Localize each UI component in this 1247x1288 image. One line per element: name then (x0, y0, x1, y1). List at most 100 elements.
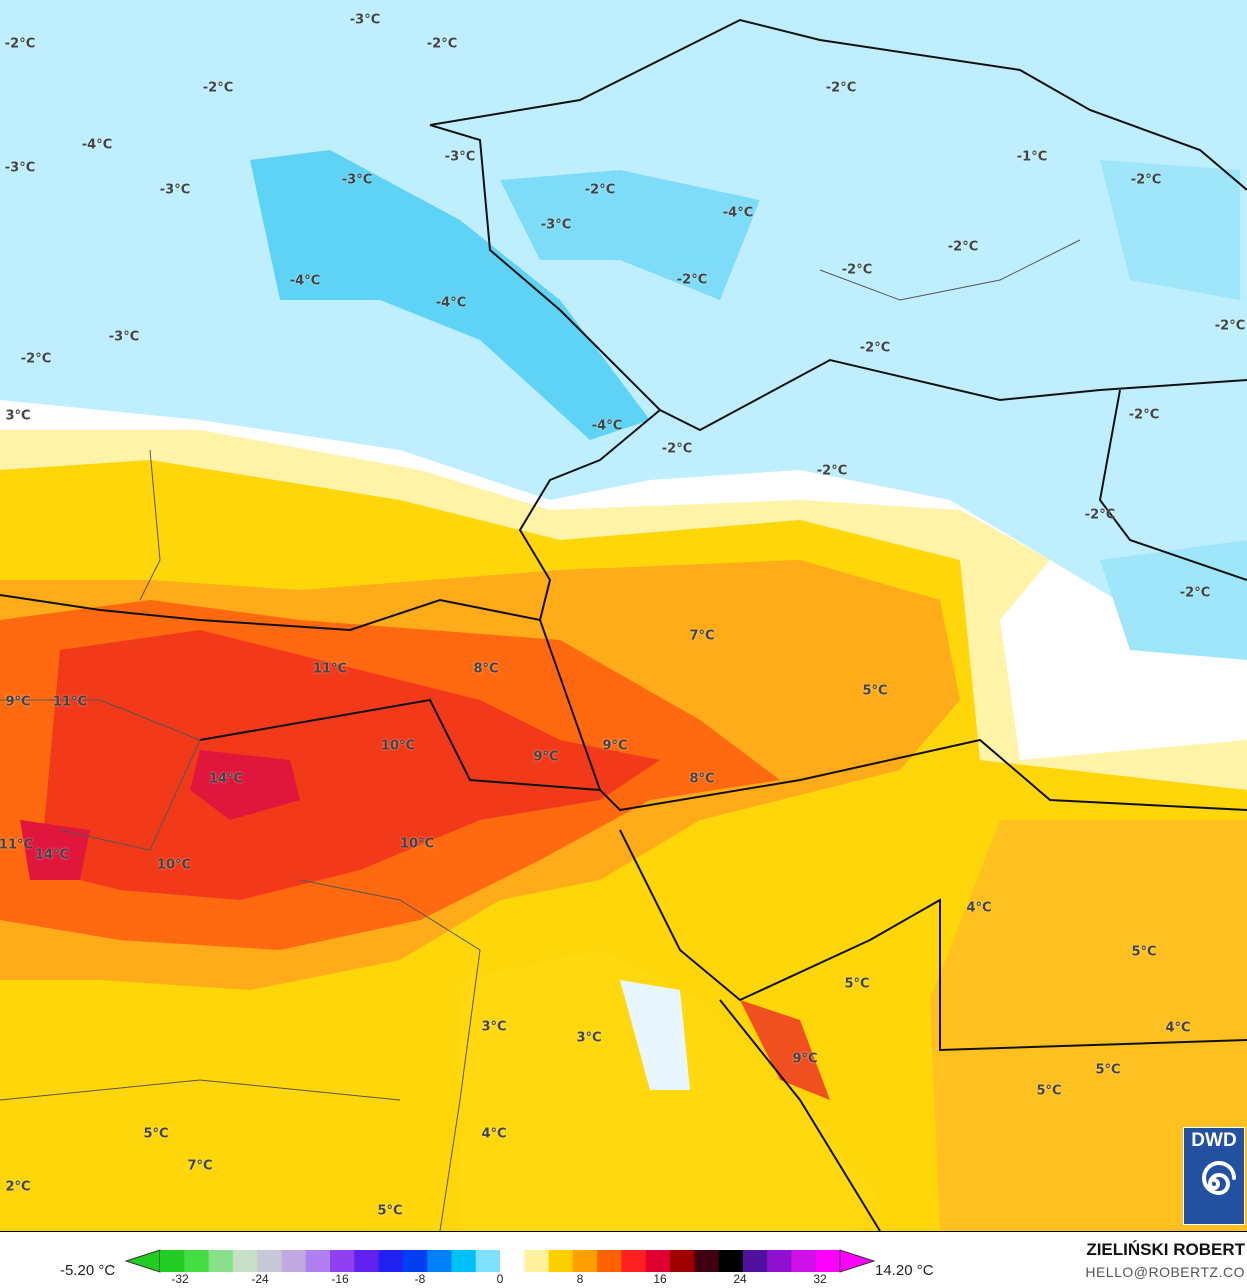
colorbar-cell (281, 1250, 307, 1272)
temperature-label: -4°C (81, 137, 113, 153)
colorbar-cell (402, 1250, 428, 1272)
temperature-label: -2°C (841, 262, 873, 278)
country-borders (0, 18, 1247, 1231)
colorbar-cell (232, 1250, 258, 1272)
temperature-label: 8°C (473, 661, 499, 677)
temperature-label: -2°C (947, 239, 979, 255)
temperature-label: 5°C (1131, 944, 1157, 960)
colorbar (124, 1249, 876, 1273)
max-value: 14.20 °C (875, 1262, 934, 1279)
dwd-logo-text: DWD (1191, 1130, 1237, 1151)
colorbar-cell (742, 1250, 768, 1272)
temperature-label: -4°C (435, 295, 467, 311)
temperature-label: 10°C (156, 857, 192, 873)
temperature-label: 4°C (481, 1126, 507, 1142)
colorbar-cell (767, 1250, 792, 1272)
colorbar-max-arrow (839, 1249, 876, 1273)
colorbar-tick: 8 (576, 1272, 584, 1286)
temperature-label: 9°C (792, 1051, 818, 1067)
colorbar-tick: 24 (733, 1272, 747, 1286)
temperature-label: -2°C (1179, 585, 1211, 601)
temperature-label: -3°C (540, 217, 572, 233)
colorbar-cell (427, 1250, 452, 1272)
colorbar-cell (645, 1250, 671, 1272)
temperature-label: 3°C (576, 1030, 602, 1046)
colorbar-cell (597, 1250, 622, 1272)
author-name: ZIELIŃSKI ROBERT (1086, 1240, 1245, 1259)
temperature-label: -2°C (426, 36, 458, 52)
temperature-label: -3°C (159, 182, 191, 198)
colorbar-tick: 16 (653, 1272, 667, 1286)
temperature-label: -2°C (20, 351, 52, 367)
adriatic-sea (460, 950, 880, 1231)
temperature-label: 14°C (208, 771, 244, 787)
colorbar-tick: -16 (331, 1272, 349, 1286)
temperature-label: 4°C (1165, 1020, 1191, 1036)
temperature-label: -4°C (591, 418, 623, 434)
colorbar-tick: 0 (496, 1272, 504, 1286)
temperature-label: -2°C (1084, 507, 1116, 523)
temperature-label: 11°C (312, 661, 348, 677)
temperature-label: 4°C (966, 900, 992, 916)
temperature-label: -2°C (825, 80, 857, 96)
colorbar-cell (670, 1250, 695, 1272)
temperature-label: -2°C (816, 463, 848, 479)
colorbar-tick: -32 (171, 1272, 189, 1286)
temperature-label: -2°C (1214, 318, 1246, 334)
colorbar-cell (500, 1250, 525, 1272)
temperature-label: 10°C (380, 738, 416, 754)
colorbar-cell (572, 1250, 598, 1272)
colorbar-cell (451, 1250, 477, 1272)
temperature-label: -3°C (4, 160, 36, 176)
colorbar-min-arrow (124, 1249, 161, 1273)
temperature-label: 9°C (602, 738, 628, 754)
temperature-label: 11°C (52, 694, 88, 710)
temperature-label: 5°C (1036, 1083, 1062, 1099)
colorbar-cell (524, 1250, 550, 1272)
color-legend: -5.20 °C -32 -24 -16 -8 0 8 16 24 32 14.20 °C ZI… (0, 1231, 1247, 1288)
colorbar-cell (718, 1250, 744, 1272)
colorbar-cell (305, 1250, 331, 1272)
temperature-label: -2°C (859, 340, 891, 356)
temperature-label: 5°C (143, 1126, 169, 1142)
temperature-label: 11°C (0, 837, 34, 853)
temperature-label: -3°C (341, 172, 373, 188)
temperature-map (0, 0, 1247, 1231)
temperature-label: 5°C (862, 683, 888, 699)
temperature-label: 5°C (377, 1203, 403, 1219)
colorbar-cell (791, 1250, 817, 1272)
colorbar-cell (378, 1250, 404, 1272)
temperature-label: -4°C (289, 273, 321, 289)
colorbar-cell (475, 1250, 501, 1272)
temperature-label: -2°C (584, 182, 616, 198)
temperature-label: 8°C (689, 771, 715, 787)
colorbar-tick: 32 (813, 1272, 827, 1286)
temperature-label: 9°C (533, 749, 559, 765)
temperature-label: -2°C (4, 36, 36, 52)
colder-patches (250, 150, 650, 440)
temperature-label: 7°C (187, 1158, 213, 1174)
temperature-label: 7°C (689, 628, 715, 644)
author-email: HELLO@ROBERTZ.CO (1085, 1264, 1245, 1280)
temperature-label: 14°C (34, 847, 70, 863)
temperature-label: -3°C (444, 149, 476, 165)
colorbar-cell (621, 1250, 647, 1272)
colorbar-cell (184, 1250, 210, 1272)
colorbar-cell (330, 1250, 355, 1272)
temperature-label: -4°C (722, 205, 754, 221)
temperature-label: -2°C (676, 272, 708, 288)
temperature-label: -2°C (1128, 407, 1160, 423)
temperature-label: -3°C (349, 12, 381, 28)
colorbar-cell (548, 1250, 574, 1272)
min-value: -5.20 °C (60, 1262, 116, 1279)
colorbar-cell (815, 1250, 841, 1272)
colorbar-cell (257, 1250, 282, 1272)
temperature-label: -1°C (1016, 149, 1048, 165)
colorbar-cell (160, 1250, 185, 1272)
temperature-label: 5°C (1095, 1062, 1121, 1078)
temperature-label: -2°C (661, 441, 693, 457)
temperature-label: 10°C (399, 836, 435, 852)
colorbar-tick: -8 (414, 1272, 426, 1286)
temperature-label: 5°C (844, 976, 870, 992)
colorbar-cell (208, 1250, 234, 1272)
